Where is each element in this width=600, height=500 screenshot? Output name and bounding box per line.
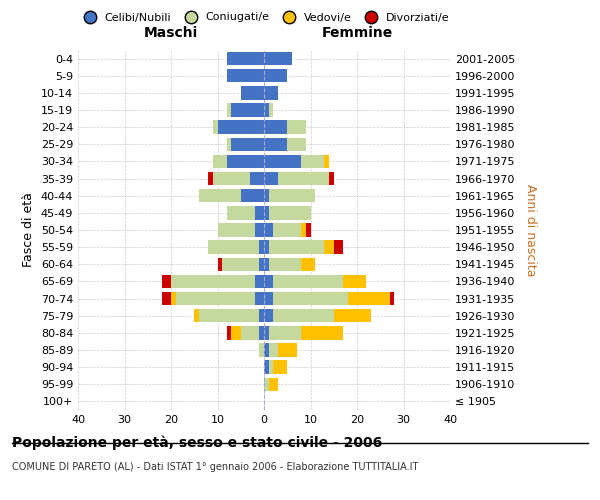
Bar (199, 309, 259, 322)
Bar (269, 189, 315, 202)
Bar (301, 154, 325, 168)
Bar (274, 224, 301, 236)
Bar (264, 189, 269, 202)
Bar (227, 326, 232, 340)
Bar (254, 224, 264, 236)
Bar (348, 292, 389, 306)
Bar (264, 172, 278, 186)
Bar (264, 154, 301, 168)
Bar (222, 258, 259, 271)
Bar (218, 258, 222, 271)
Bar (389, 292, 394, 306)
Text: Popolazione per età, sesso e stato civile - 2006: Popolazione per età, sesso e stato civil… (12, 435, 382, 450)
Bar (301, 258, 315, 271)
Bar (227, 69, 264, 82)
Bar (259, 240, 264, 254)
Bar (264, 344, 269, 356)
Bar (264, 326, 269, 340)
Bar (264, 69, 287, 82)
Bar (227, 104, 232, 117)
Bar (329, 172, 334, 186)
Bar (269, 344, 278, 356)
Bar (269, 240, 325, 254)
Bar (274, 274, 343, 288)
Bar (269, 104, 273, 117)
Bar (232, 326, 241, 340)
Bar (227, 138, 232, 151)
Bar (227, 154, 264, 168)
Bar (264, 120, 287, 134)
Bar (218, 224, 254, 236)
Bar (325, 240, 334, 254)
Bar (343, 274, 366, 288)
Bar (254, 292, 264, 306)
Bar (264, 292, 274, 306)
Bar (334, 309, 371, 322)
Legend: Celibi/Nubili, Coniugati/e, Vedovi/e, Divorziati/e: Celibi/Nubili, Coniugati/e, Vedovi/e, Di… (74, 8, 454, 27)
Bar (254, 274, 264, 288)
Bar (208, 172, 213, 186)
Bar (171, 292, 176, 306)
Bar (269, 206, 311, 220)
Bar (264, 360, 269, 374)
Bar (269, 378, 278, 391)
Bar (301, 326, 343, 340)
Y-axis label: Anni di nascita: Anni di nascita (524, 184, 536, 276)
Bar (287, 138, 306, 151)
Bar (176, 292, 254, 306)
Bar (278, 344, 296, 356)
Bar (232, 138, 264, 151)
Bar (264, 378, 269, 391)
Bar (199, 189, 241, 202)
Bar (241, 326, 259, 340)
Bar (269, 326, 301, 340)
Bar (250, 172, 264, 186)
Bar (264, 274, 274, 288)
Bar (274, 360, 287, 374)
Bar (254, 206, 264, 220)
Bar (227, 206, 254, 220)
Bar (259, 344, 264, 356)
Bar (241, 189, 264, 202)
Bar (264, 309, 274, 322)
Bar (264, 52, 292, 66)
Bar (274, 292, 348, 306)
Bar (325, 154, 329, 168)
Text: Maschi: Maschi (144, 26, 198, 40)
Bar (213, 120, 218, 134)
Bar (218, 120, 264, 134)
Bar (264, 206, 269, 220)
Bar (269, 258, 301, 271)
Bar (194, 309, 199, 322)
Bar (264, 258, 269, 271)
Bar (264, 138, 287, 151)
Bar (278, 172, 329, 186)
Bar (301, 224, 306, 236)
Text: COMUNE DI PARETO (AL) - Dati ISTAT 1° gennaio 2006 - Elaborazione TUTTITALIA.IT: COMUNE DI PARETO (AL) - Dati ISTAT 1° ge… (12, 462, 418, 472)
Bar (213, 154, 227, 168)
Bar (259, 326, 264, 340)
Bar (334, 240, 343, 254)
Bar (259, 309, 264, 322)
Bar (232, 104, 264, 117)
Bar (208, 240, 259, 254)
Bar (306, 224, 311, 236)
Y-axis label: Fasce di età: Fasce di età (22, 192, 35, 268)
Bar (241, 86, 264, 100)
Bar (227, 52, 264, 66)
Bar (171, 274, 254, 288)
Bar (259, 258, 264, 271)
Bar (213, 172, 250, 186)
Bar (264, 224, 274, 236)
Bar (269, 360, 273, 374)
Bar (274, 309, 334, 322)
Bar (264, 86, 278, 100)
Bar (162, 292, 171, 306)
Bar (162, 274, 171, 288)
Bar (264, 104, 269, 117)
Text: Femmine: Femmine (322, 26, 392, 40)
Bar (287, 120, 306, 134)
Bar (264, 240, 269, 254)
